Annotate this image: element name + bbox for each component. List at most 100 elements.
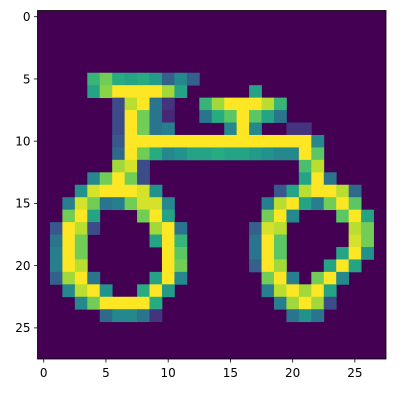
heatmap-cell: [224, 134, 238, 148]
heatmap-cell: [74, 296, 88, 310]
heatmap-cell: [112, 159, 126, 173]
heatmap-cell: [62, 197, 76, 211]
heatmap-cell: [87, 209, 101, 223]
heatmap-cell: [149, 85, 163, 99]
heatmap-cell: [273, 197, 287, 211]
heatmap-cell: [273, 222, 287, 235]
heatmap-cell: [149, 284, 163, 298]
heatmap-cell: [74, 209, 88, 223]
heatmap-cell: [249, 222, 262, 235]
heatmap-cell: [124, 85, 138, 99]
heatmap-cell: [99, 72, 113, 86]
heatmap-cell: [62, 234, 76, 248]
heatmap-cell: [348, 209, 362, 223]
heatmap-cell: [49, 234, 63, 248]
heatmap-cell: [361, 234, 374, 248]
heatmap-cell: [323, 296, 337, 310]
heatmap-cell: [74, 246, 88, 260]
heatmap-cell: [236, 147, 250, 161]
heatmap-cell: [149, 134, 163, 148]
heatmap-cell: [323, 284, 337, 298]
heatmap-cell: [174, 271, 188, 285]
heatmap-cell: [124, 97, 138, 111]
heatmap-cell: [286, 271, 300, 285]
plot-frame: [37, 10, 387, 360]
heatmap-cell: [137, 296, 150, 310]
heatmap-cell: [348, 259, 362, 273]
heatmap-cell: [87, 222, 101, 235]
heatmap-cell: [149, 122, 163, 136]
heatmap-cell: [286, 197, 300, 211]
heatmap-cell: [99, 309, 113, 323]
heatmap-cell: [273, 284, 287, 298]
heatmap-cell: [261, 134, 275, 148]
heatmap-cell: [74, 222, 88, 235]
heatmap-cell: [112, 172, 126, 186]
heatmap-cell: [298, 134, 312, 148]
heatmap-cell: [161, 209, 175, 223]
heatmap-cell: [336, 259, 350, 273]
heatmap-cell: [87, 85, 101, 99]
heatmap-cell: [99, 296, 113, 310]
heatmap-cell: [74, 271, 88, 285]
heatmap-cell: [211, 147, 225, 161]
heatmap-cell: [323, 271, 337, 285]
heatmap-cell: [224, 147, 238, 161]
heatmap-cell: [273, 209, 287, 223]
x-tick-label: 15: [223, 366, 238, 380]
heatmap-cell: [286, 284, 300, 298]
heatmap-cell: [261, 97, 275, 111]
heatmap-cell: [336, 209, 350, 223]
heatmap-cell: [174, 222, 188, 235]
heatmap-cell: [62, 284, 76, 298]
heatmap-cell: [286, 134, 300, 148]
heatmap-cell: [149, 147, 163, 161]
heatmap-cell: [137, 134, 150, 148]
heatmap-cell: [112, 85, 126, 99]
heatmap-cell: [99, 284, 113, 298]
heatmap-cell: [74, 184, 88, 198]
heatmap-cell: [124, 172, 138, 186]
heatmap-cell: [62, 259, 76, 273]
heatmap-cell: [273, 134, 287, 148]
heatmap-cell: [261, 197, 275, 211]
heatmap-cell: [137, 159, 150, 173]
heatmap-cell: [348, 246, 362, 260]
heatmap-cell: [273, 147, 287, 161]
heatmap-cell: [311, 197, 325, 211]
heatmap-cell: [211, 97, 225, 111]
heatmap-cell: [149, 309, 163, 323]
heatmap-cell: [336, 246, 350, 260]
heatmap-cell: [87, 197, 101, 211]
heatmap-cell: [298, 284, 312, 298]
heatmap-cell: [124, 147, 138, 161]
heatmap-cell: [336, 184, 350, 198]
y-tick-label: 15: [15, 197, 30, 211]
heatmap-cell: [249, 259, 262, 273]
heatmap-cell: [112, 97, 126, 111]
heatmap-cell: [62, 246, 76, 260]
heatmap-cell: [286, 184, 300, 198]
heatmap-cell: [62, 271, 76, 285]
heatmap-cell: [273, 184, 287, 198]
heatmap-cell: [298, 296, 312, 310]
heatmap-cell: [161, 110, 175, 123]
heatmap-cell: [311, 134, 325, 148]
heatmap-cell: [124, 197, 138, 211]
heatmap-cell: [161, 147, 175, 161]
heatmap-cell: [174, 147, 188, 161]
heatmap-cell: [87, 72, 101, 86]
y-tick-label: 0: [23, 10, 31, 24]
heatmap-cell: [199, 134, 213, 148]
heatmap-cell: [298, 147, 312, 161]
heatmap-cell: [161, 222, 175, 235]
heatmap-cell: [261, 147, 275, 161]
heatmap-cell: [161, 97, 175, 111]
heatmap-cell: [124, 184, 138, 198]
heatmap-cell: [137, 184, 150, 198]
heatmap-cell: [161, 85, 175, 99]
heatmap-cell: [137, 122, 150, 136]
heatmap-cell: [236, 134, 250, 148]
heatmap-cell: [49, 271, 63, 285]
heatmap-cell: [137, 284, 150, 298]
